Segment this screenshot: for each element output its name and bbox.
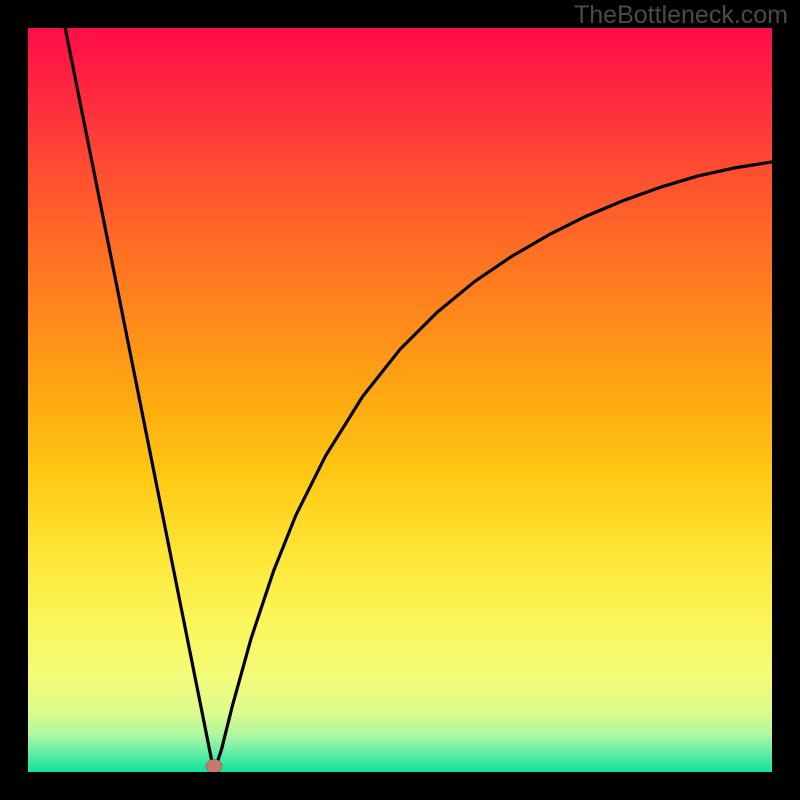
plot-svg xyxy=(28,28,772,772)
chart-frame: TheBottleneck.com xyxy=(0,0,800,800)
watermark-text: TheBottleneck.com xyxy=(574,1,788,30)
plot-area xyxy=(28,28,772,772)
vertex-marker xyxy=(206,759,222,772)
